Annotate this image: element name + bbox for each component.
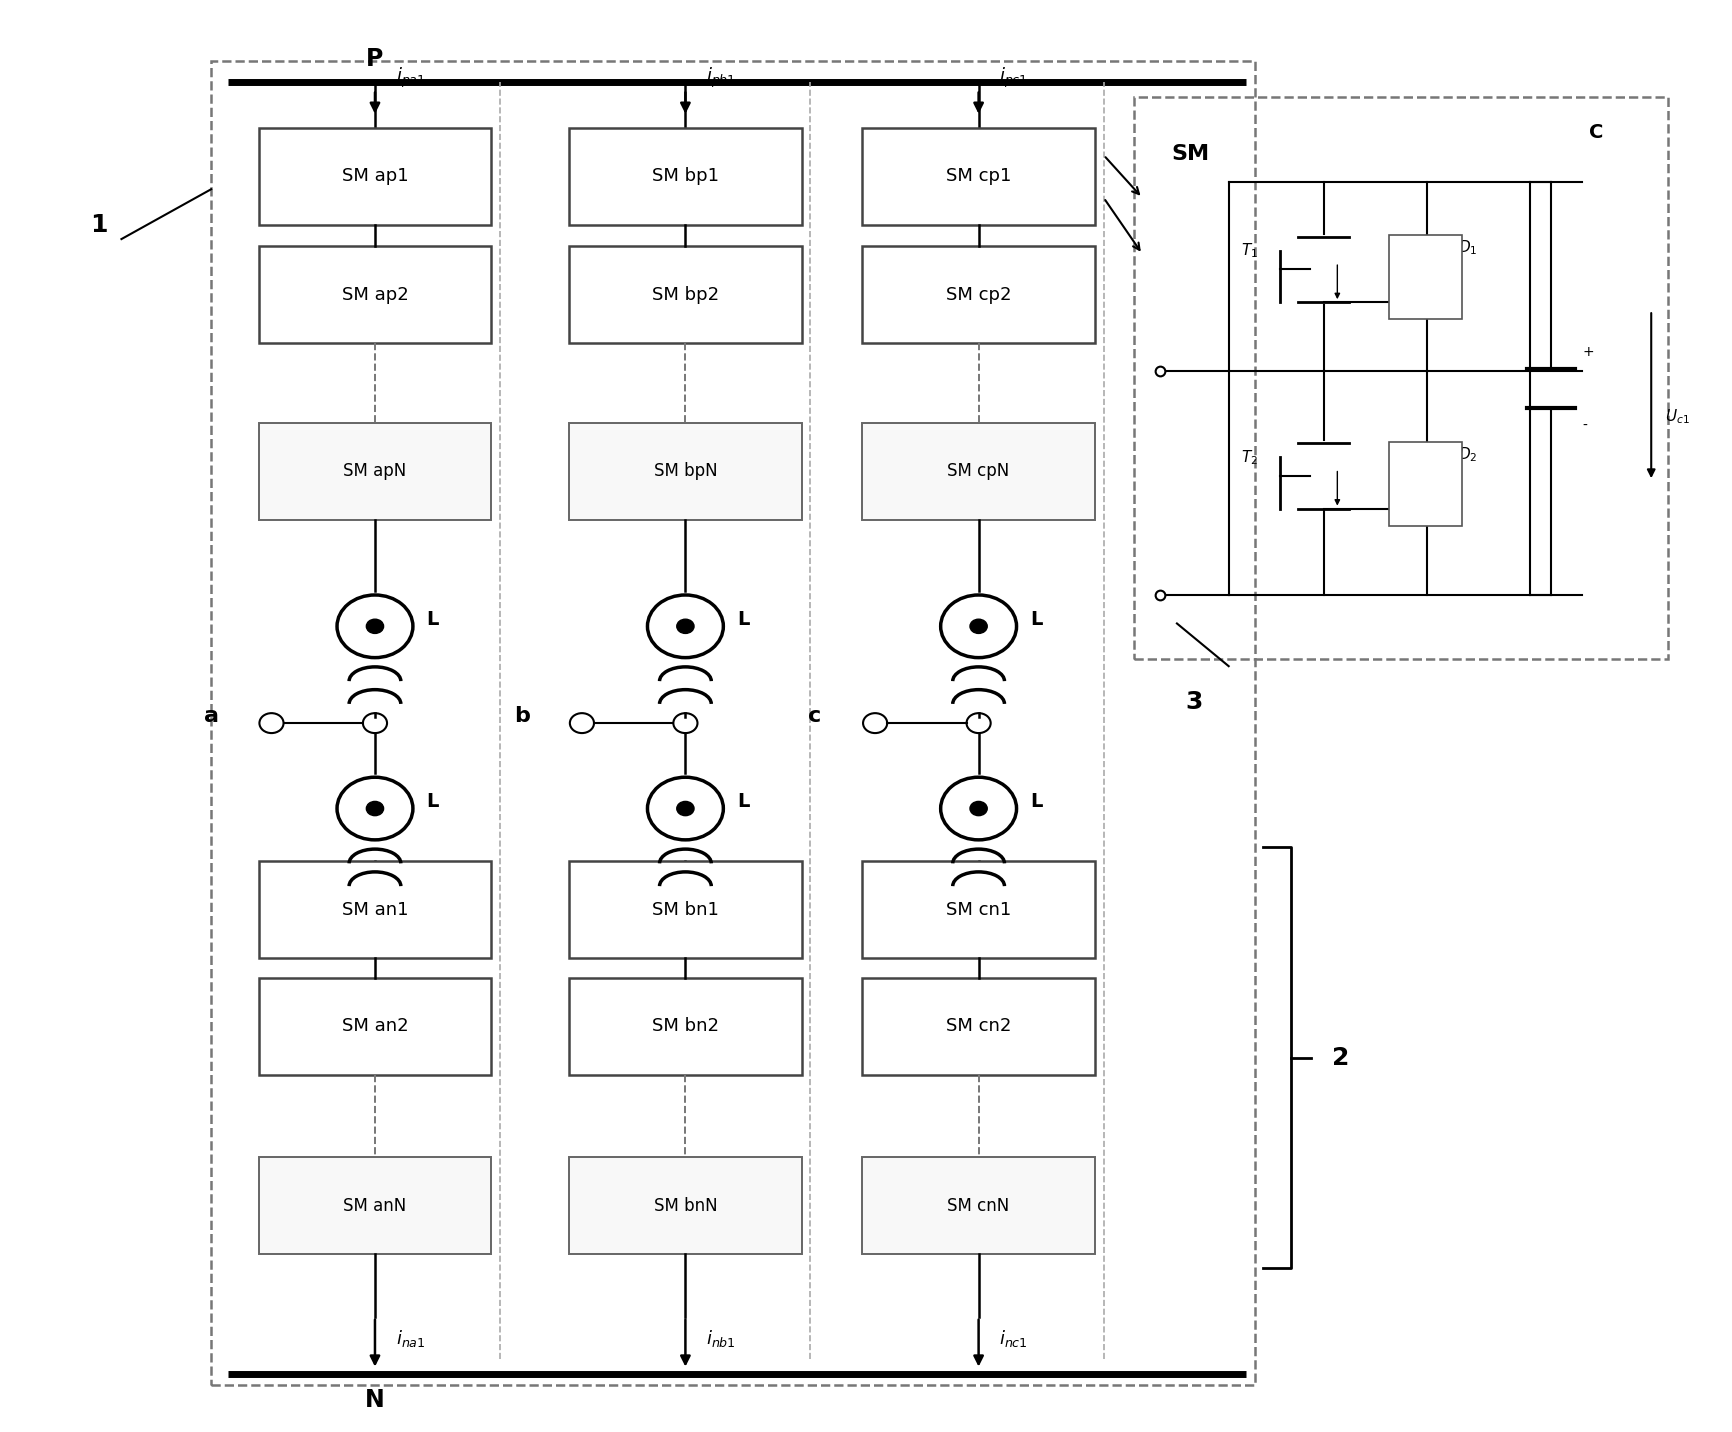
Text: SM cp1: SM cp1 bbox=[946, 168, 1011, 185]
Text: SM bn2: SM bn2 bbox=[651, 1017, 719, 1035]
Text: a: a bbox=[203, 706, 218, 726]
Text: $i_{pa1}$: $i_{pa1}$ bbox=[395, 66, 424, 90]
Text: L: L bbox=[1031, 610, 1043, 629]
Text: L: L bbox=[736, 792, 750, 811]
Text: L: L bbox=[1031, 792, 1043, 811]
Bar bbox=[258, 1157, 492, 1254]
Text: $D_2$: $D_2$ bbox=[1457, 445, 1477, 464]
Bar bbox=[568, 127, 802, 225]
Text: SM bpN: SM bpN bbox=[653, 463, 717, 480]
Bar bbox=[863, 422, 1095, 520]
Text: 1: 1 bbox=[90, 213, 107, 236]
Bar bbox=[258, 246, 492, 344]
Bar bbox=[258, 861, 492, 958]
Circle shape bbox=[970, 619, 987, 633]
Text: 3: 3 bbox=[1185, 690, 1202, 713]
Text: $i_{nc1}$: $i_{nc1}$ bbox=[999, 1327, 1027, 1349]
Bar bbox=[568, 978, 802, 1075]
Bar bbox=[863, 978, 1095, 1075]
Text: SM ap1: SM ap1 bbox=[341, 168, 409, 185]
Text: -: - bbox=[1581, 418, 1587, 432]
Text: SM: SM bbox=[1171, 143, 1209, 163]
Text: C: C bbox=[1588, 123, 1602, 142]
Text: N: N bbox=[365, 1388, 385, 1412]
Text: SM cn1: SM cn1 bbox=[946, 901, 1011, 918]
Text: SM ap2: SM ap2 bbox=[341, 285, 409, 304]
Text: $T_1$: $T_1$ bbox=[1240, 242, 1257, 261]
Bar bbox=[258, 978, 492, 1075]
Text: SM an2: SM an2 bbox=[341, 1017, 409, 1035]
Text: $i_{nb1}$: $i_{nb1}$ bbox=[705, 1327, 736, 1349]
Bar bbox=[568, 246, 802, 344]
Text: b: b bbox=[513, 706, 530, 726]
Text: $i_{pc1}$: $i_{pc1}$ bbox=[999, 66, 1027, 90]
Bar bbox=[863, 861, 1095, 958]
Text: SM cpN: SM cpN bbox=[947, 463, 1010, 480]
Text: $i_{na1}$: $i_{na1}$ bbox=[395, 1327, 424, 1349]
Bar bbox=[863, 1157, 1095, 1254]
Text: SM anN: SM anN bbox=[343, 1197, 407, 1214]
Text: +: + bbox=[1581, 345, 1593, 358]
Text: SM bp1: SM bp1 bbox=[651, 168, 719, 185]
Circle shape bbox=[677, 619, 693, 633]
Circle shape bbox=[970, 802, 987, 816]
Text: $i_{pb1}$: $i_{pb1}$ bbox=[705, 66, 736, 90]
Text: SM bn1: SM bn1 bbox=[651, 901, 719, 918]
Text: c: c bbox=[807, 706, 821, 726]
Circle shape bbox=[677, 802, 693, 816]
FancyBboxPatch shape bbox=[1389, 441, 1460, 526]
Text: SM cn2: SM cn2 bbox=[946, 1017, 1011, 1035]
Text: SM bp2: SM bp2 bbox=[651, 285, 719, 304]
Text: SM apN: SM apN bbox=[343, 463, 407, 480]
Bar bbox=[1133, 97, 1668, 659]
Text: $U_{c1}$: $U_{c1}$ bbox=[1664, 408, 1689, 427]
FancyBboxPatch shape bbox=[1389, 235, 1460, 319]
Bar bbox=[568, 861, 802, 958]
Text: P: P bbox=[365, 47, 383, 72]
Text: SM cnN: SM cnN bbox=[947, 1197, 1010, 1214]
Bar bbox=[863, 246, 1095, 344]
Circle shape bbox=[365, 619, 383, 633]
Text: 2: 2 bbox=[1332, 1045, 1349, 1070]
Bar bbox=[258, 127, 492, 225]
Text: SM bnN: SM bnN bbox=[653, 1197, 717, 1214]
Text: SM an1: SM an1 bbox=[341, 901, 409, 918]
Bar bbox=[568, 422, 802, 520]
Text: SM cp2: SM cp2 bbox=[946, 285, 1011, 304]
Bar bbox=[211, 62, 1254, 1385]
Text: L: L bbox=[426, 610, 438, 629]
Text: L: L bbox=[736, 610, 750, 629]
Circle shape bbox=[365, 802, 383, 816]
Text: L: L bbox=[426, 792, 438, 811]
Bar bbox=[258, 422, 492, 520]
Bar bbox=[568, 1157, 802, 1254]
Bar bbox=[863, 127, 1095, 225]
Text: $D_1$: $D_1$ bbox=[1457, 239, 1477, 258]
Text: $T_2$: $T_2$ bbox=[1240, 448, 1257, 467]
